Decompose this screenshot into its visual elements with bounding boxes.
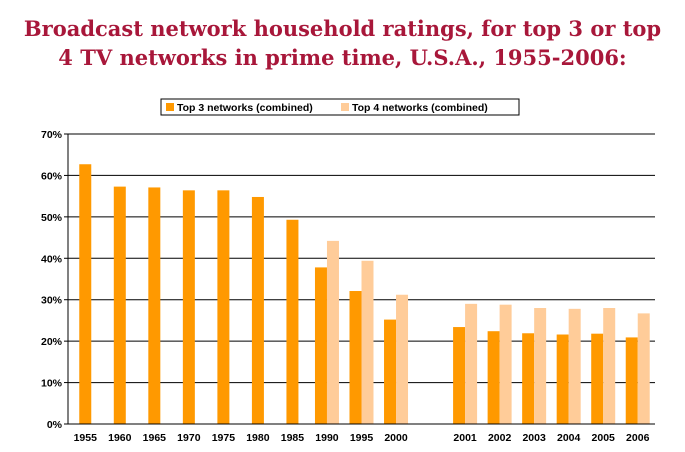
bar-top3 [217,190,230,424]
x-tick-label: 1975 [212,432,236,444]
legend-label-top3: Top 3 networks (combined) [177,102,313,114]
x-tick-label: 2000 [384,432,408,444]
legend-swatch-top4 [341,103,349,111]
bar-top4 [465,303,478,424]
y-tick-label: 0% [47,419,63,431]
bar-top4 [361,260,374,424]
y-tick-label: 20% [41,336,63,348]
bar-top3 [251,196,264,424]
bar-top3 [113,186,126,424]
chart-title-line-1: Broadcast network household ratings, for… [23,16,662,41]
x-tick-label: 2001 [453,432,477,444]
x-tick-label: 1970 [177,432,201,444]
bar-top3 [556,334,569,424]
bar-top4 [326,240,339,424]
x-tick-label: 2006 [626,432,650,444]
y-tick-label: 40% [41,253,63,265]
x-tick-label: 1965 [143,432,167,444]
bar-top3 [591,333,604,424]
bar-top4 [637,313,650,424]
legend-box [160,98,520,116]
x-tick-label: 1960 [108,432,132,444]
bar-top3 [286,219,299,424]
chart-title-line-2: 4 TV networks in prime time, U.S.A., 195… [58,45,627,70]
x-tick-label: 1955 [74,432,98,444]
x-tick-label: 2003 [522,432,546,444]
bar-top3 [314,267,327,424]
y-tick-label: 50% [41,212,63,224]
bar-top4 [499,304,512,424]
y-tick-label: 30% [41,295,63,307]
x-tick-label: 2004 [557,432,581,444]
x-tick-label: 2005 [592,432,616,444]
bar-top3 [349,291,362,424]
bar-top3 [384,319,397,424]
bar-top4 [396,294,409,424]
x-tick-label: 1990 [315,432,339,444]
x-tick-label: 2002 [488,432,512,444]
bar-top3 [625,337,638,424]
bar-top3 [182,190,195,424]
y-tick-label: 70% [41,129,63,141]
bar-top3 [522,333,535,424]
bar-top3 [487,331,500,424]
bar-top4 [603,308,616,424]
y-tick-label: 10% [41,378,63,390]
x-tick-label: 1995 [350,432,374,444]
bar-top3 [148,187,161,424]
legend-swatch-top3 [166,103,174,111]
x-tick-label: 1985 [281,432,305,444]
chart-title: Broadcast network household ratings, for… [0,14,685,72]
legend-label-top4: Top 4 networks (combined) [352,102,488,114]
y-tick-label: 60% [41,170,63,182]
x-tick-label: 1980 [246,432,270,444]
bar-top4 [534,308,547,424]
bar-top3 [453,327,466,424]
bar-top3 [79,164,92,424]
bar-top4 [568,308,581,424]
